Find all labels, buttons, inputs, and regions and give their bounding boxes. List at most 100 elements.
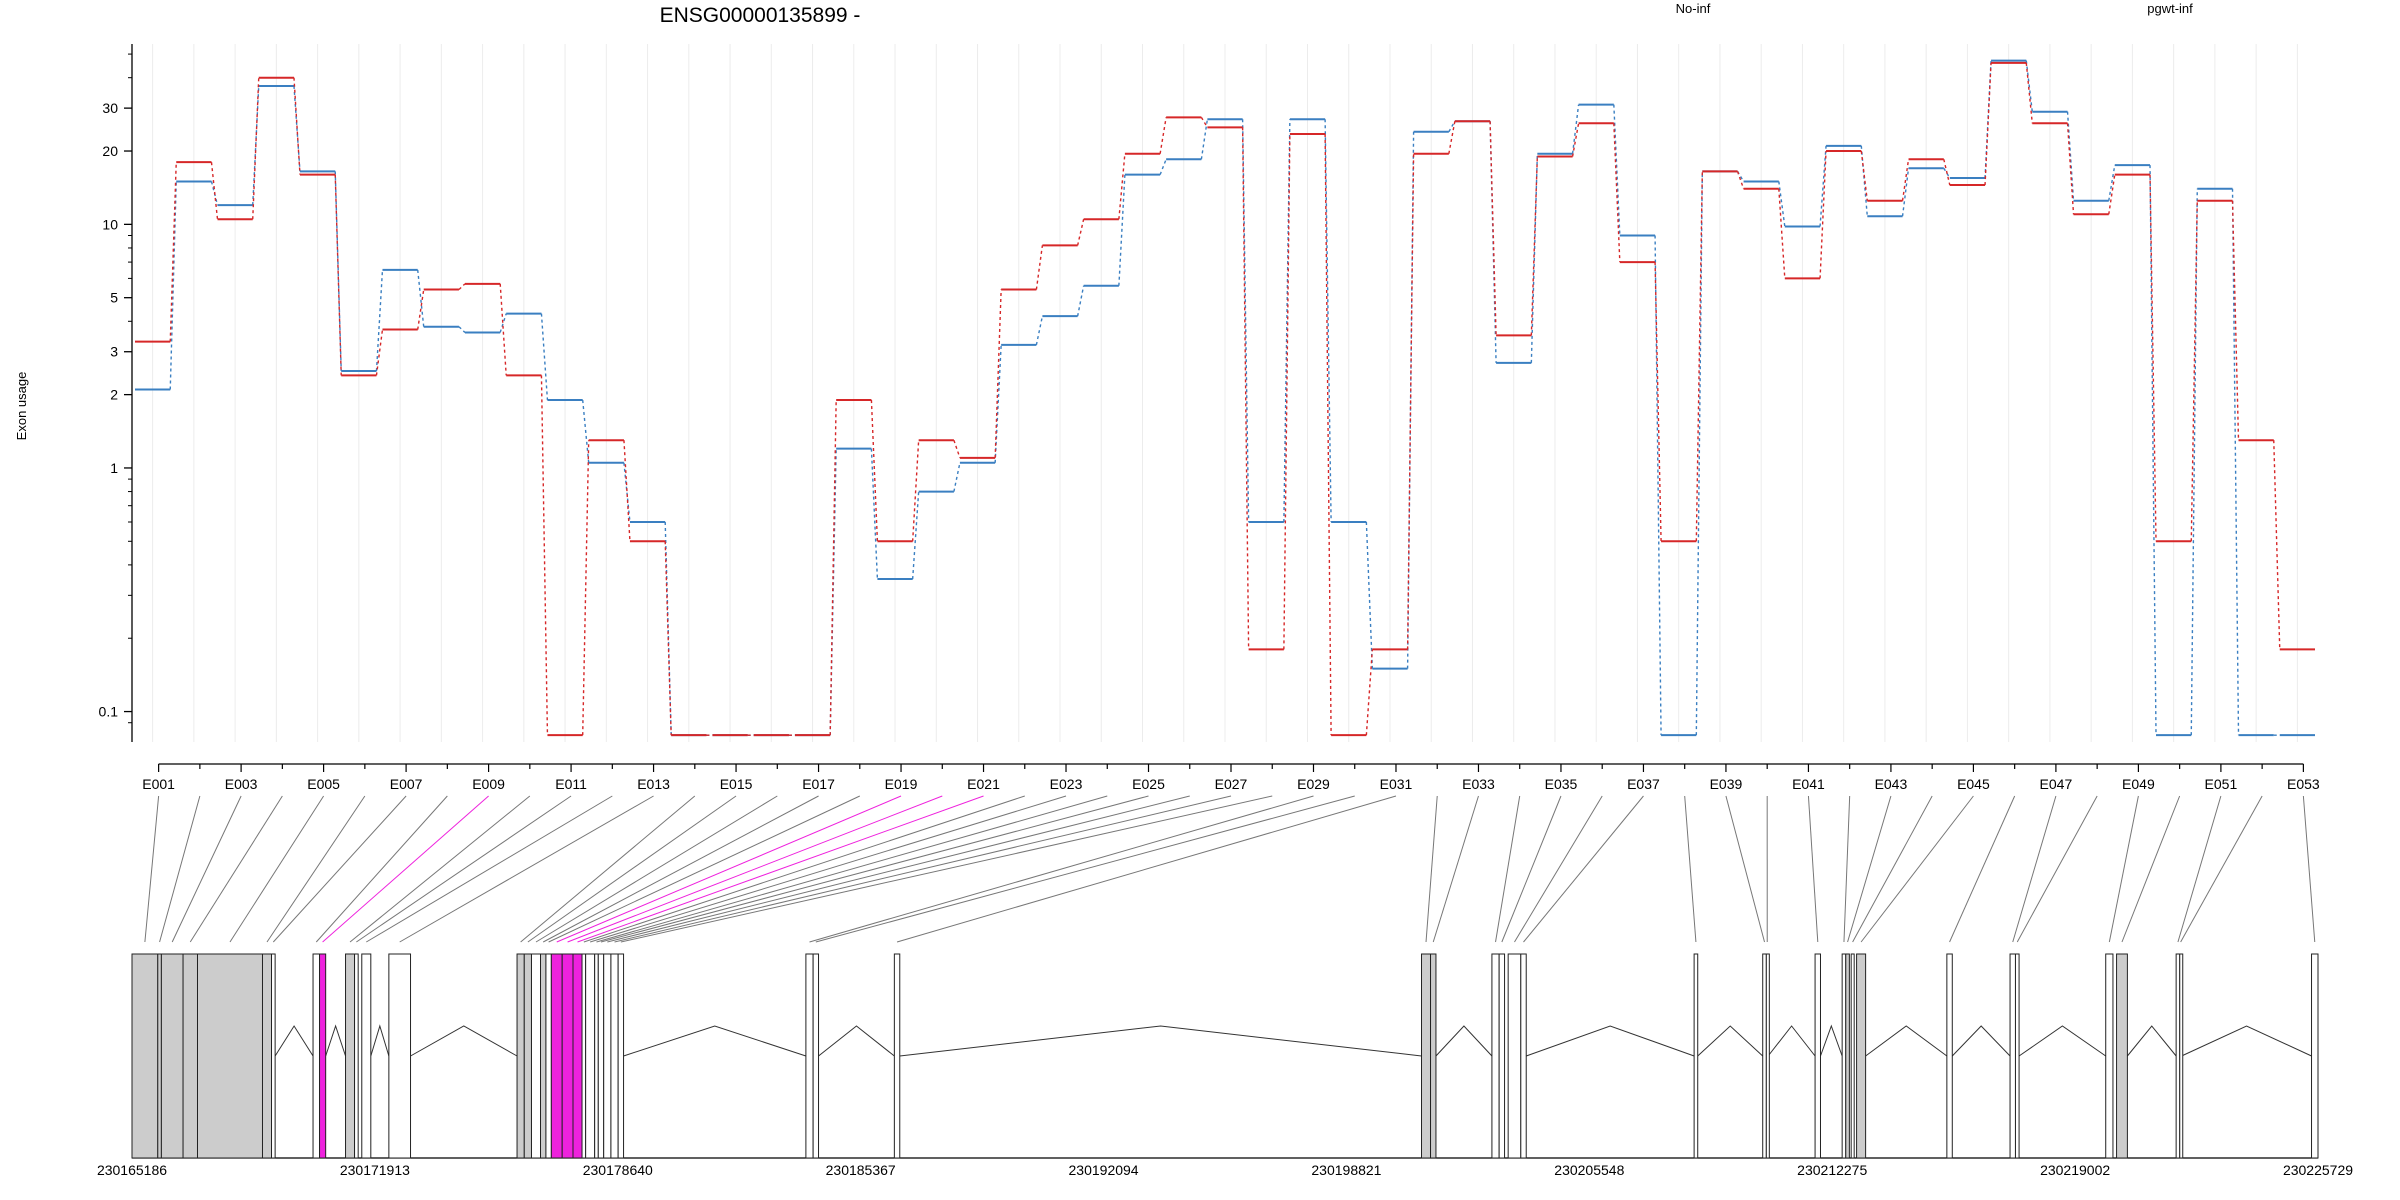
x-tick-label: E017 — [802, 776, 835, 792]
x-tick-label: E005 — [307, 776, 340, 792]
series-connector — [1118, 153, 1126, 220]
series-connector — [581, 440, 590, 736]
exon-box-e012 — [361, 953, 372, 1159]
series-connector — [1654, 262, 1662, 542]
series-connector — [2108, 174, 2116, 215]
x-tick-label: E033 — [1462, 776, 1495, 792]
series-connector — [252, 85, 260, 206]
exon-connector — [266, 795, 366, 943]
series-connector — [1819, 150, 1827, 279]
grid-lines — [152, 44, 2298, 742]
series-connector — [911, 440, 920, 542]
series-lines — [135, 59, 2315, 737]
genome-tick-label: 230212275 — [1797, 1162, 1867, 1178]
exon-box-e051 — [2175, 953, 2181, 1159]
intron-line — [1697, 1025, 1764, 1057]
y-tick-label: 10 — [102, 216, 118, 232]
exon-box-e003 — [160, 953, 184, 1159]
series-connector — [1654, 235, 1662, 736]
series-connector — [1943, 167, 1951, 179]
exon-box-e032 — [1421, 953, 1432, 1159]
series-connector — [540, 375, 549, 736]
series-connector — [1076, 219, 1085, 246]
series-connector — [623, 440, 631, 542]
exon-box-e016 — [530, 953, 542, 1159]
exon-connector — [583, 795, 1025, 943]
series-connector — [953, 439, 961, 459]
series-connector — [870, 448, 879, 580]
intron-line — [2181, 1025, 2312, 1057]
series-connector — [1365, 521, 1374, 669]
intron-line — [1820, 1024, 1843, 1057]
exon-box-e007 — [271, 953, 276, 1159]
exon-connector — [229, 795, 325, 943]
exon-box-e021 — [572, 953, 583, 1159]
genome-tick-label: 230185367 — [826, 1162, 896, 1178]
exon-box-e025 — [597, 953, 605, 1159]
exon-connector — [2177, 795, 2222, 943]
x-tick-label: E011 — [555, 776, 587, 792]
exon-connector — [1725, 795, 1766, 943]
exon-box-e045 — [1856, 953, 1867, 1159]
series-connector — [1365, 649, 1374, 736]
series-connector — [1159, 117, 1167, 154]
intron-line — [2127, 1025, 2177, 1057]
x-tick-label: E009 — [472, 776, 505, 792]
intron-line — [2018, 1025, 2107, 1057]
y-tick-label: 2 — [110, 387, 118, 403]
x-tick-label: E051 — [2205, 776, 2238, 792]
exon-box-e027 — [610, 953, 619, 1159]
series-connector — [293, 77, 301, 175]
series-connector — [953, 462, 961, 492]
exon-connector — [1847, 795, 1892, 943]
exon-connector — [322, 795, 489, 943]
exon-box-e008 — [312, 953, 321, 1159]
gene-model: 230165186 230171913 230178640 230185367 2301… — [97, 953, 2353, 1178]
exon-box-e044 — [1850, 953, 1855, 1159]
intron-line — [623, 1025, 807, 1057]
genome-tick-label: 230219002 — [2040, 1162, 2110, 1178]
legend-pgwt-inf: pgwt-inf — [2147, 1, 2193, 16]
exon-connector — [1843, 795, 1851, 943]
exon-box-e047 — [2009, 953, 2016, 1159]
exon-box-e013 — [388, 953, 412, 1159]
exon-box-e018 — [545, 953, 552, 1159]
exon-connector — [2302, 795, 2316, 943]
exon-connector — [896, 795, 1397, 943]
exon-connector — [809, 795, 1314, 943]
series-connector — [1613, 123, 1621, 263]
exon-connector — [600, 795, 1149, 943]
series-connector — [540, 313, 549, 401]
exon-connector — [556, 795, 902, 943]
series-connector — [2149, 165, 2157, 736]
exon-box-e040 — [1765, 953, 1770, 1159]
x-tick-label: E021 — [967, 776, 1000, 792]
y-tick-label: 5 — [110, 290, 118, 306]
intron-line — [1767, 1025, 1816, 1057]
chart-title: ENSG00000135899 - — [660, 4, 861, 27]
series-connector — [2066, 123, 2075, 215]
exon-box-e024 — [594, 953, 599, 1159]
exon-connector — [2108, 795, 2139, 943]
intron-line — [370, 1024, 390, 1057]
exon-connectors — [144, 795, 2316, 943]
exon-box-e022 — [581, 953, 587, 1159]
exon-connector — [1432, 795, 1479, 943]
exon-connector — [2016, 795, 2098, 943]
genome-tick-label: 230178640 — [583, 1162, 653, 1178]
exon-box-e036 — [1507, 953, 1522, 1159]
series-connector — [169, 162, 177, 342]
series-connector — [870, 400, 879, 542]
exon-box-e002 — [157, 953, 162, 1159]
exon-connector — [144, 795, 160, 943]
exon-connector — [1523, 795, 1644, 943]
exon-box-e046 — [1946, 953, 1953, 1159]
exon-connector — [1425, 795, 1438, 943]
exon-connector — [349, 795, 531, 943]
series-connector — [1695, 171, 1704, 736]
exon-box-e005 — [196, 953, 263, 1159]
exon-connector — [620, 795, 1273, 943]
exon-box-e042 — [1841, 953, 1847, 1159]
exon-box-e030 — [812, 953, 820, 1159]
exon-box-e052 — [2179, 953, 2184, 1159]
